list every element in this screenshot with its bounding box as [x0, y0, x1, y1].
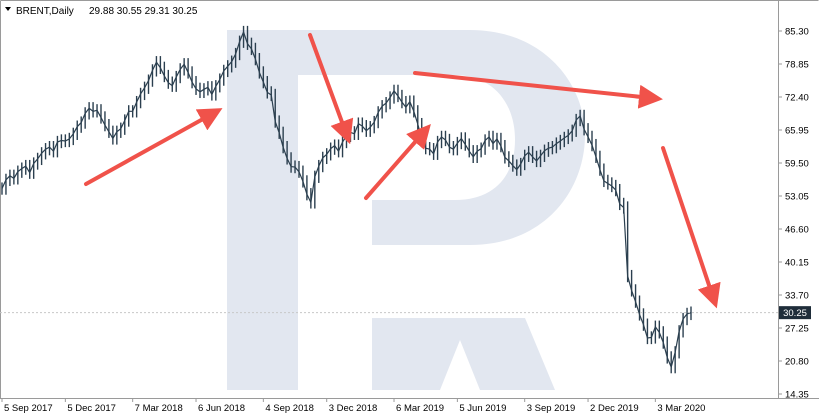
- trend-arrow-down-3: [661, 146, 721, 309]
- x-tick-label: 5 Dec 2017: [67, 403, 116, 414]
- x-tick-label: 4 Sep 2018: [265, 403, 314, 414]
- x-tick-label: 6 Mar 2019: [396, 403, 444, 414]
- y-tick-label: 65.95: [785, 126, 809, 137]
- trend-arrow-down-2: [413, 71, 663, 109]
- y-tick-label: 14.35: [785, 390, 809, 401]
- x-tick-label: 5 Jun 2019: [459, 403, 506, 414]
- x-tick-label: 3 Dec 2018: [329, 403, 378, 414]
- y-tick-label: 59.50: [785, 159, 809, 170]
- y-tick-label: 78.85: [785, 60, 809, 71]
- symbol-label: BRENT,Daily: [16, 6, 74, 17]
- collapse-triangle-icon[interactable]: [5, 7, 11, 11]
- price-series-line: [1, 30, 692, 370]
- trend-arrow-up-1: [84, 108, 223, 186]
- x-tick-label: 5 Sep 2017: [4, 403, 53, 414]
- y-tick-label: 20.80: [785, 357, 809, 368]
- annotation-arrows: [84, 33, 721, 309]
- trend-arrow-down-1: [308, 33, 354, 145]
- x-tick-label: 6 Jun 2018: [198, 403, 245, 414]
- current-price-text: 30.25: [783, 308, 807, 319]
- y-tick-label: 46.60: [785, 225, 809, 236]
- time-axis: 5 Sep 2017 5 Dec 2017 7 Mar 2018 6 Jun 2018…: [1, 398, 705, 414]
- series-layer: [1, 25, 692, 374]
- y-tick-label: 53.05: [785, 192, 809, 203]
- current-price-badge: 30.25: [0, 306, 811, 320]
- ohlc-values: 29.88 30.55 29.31 30.25: [89, 6, 198, 17]
- x-tick-label: 7 Mar 2018: [135, 403, 183, 414]
- y-tick-label: 40.15: [785, 258, 809, 269]
- chart-header: BRENT,Daily 29.88 30.55 29.31 30.25: [5, 6, 198, 17]
- watermark-logo-icon: [227, 30, 585, 390]
- x-tick-label: 3 Mar 2020: [657, 403, 705, 414]
- y-tick-label: 85.30: [785, 27, 809, 38]
- y-tick-label: 33.70: [785, 291, 809, 302]
- current-price-badge-bg: [779, 306, 811, 320]
- trend-arrow-up-2: [364, 123, 431, 200]
- price-axis: 85.30 78.85 72.40 65.95 59.50 53.05 46.60 40.15…: [778, 27, 809, 401]
- x-tick-label: 3 Sep 2019: [527, 403, 576, 414]
- x-tick-label: 2 Dec 2019: [590, 403, 639, 414]
- y-tick-label: 72.40: [785, 93, 809, 104]
- y-tick-label: 27.25: [785, 324, 809, 335]
